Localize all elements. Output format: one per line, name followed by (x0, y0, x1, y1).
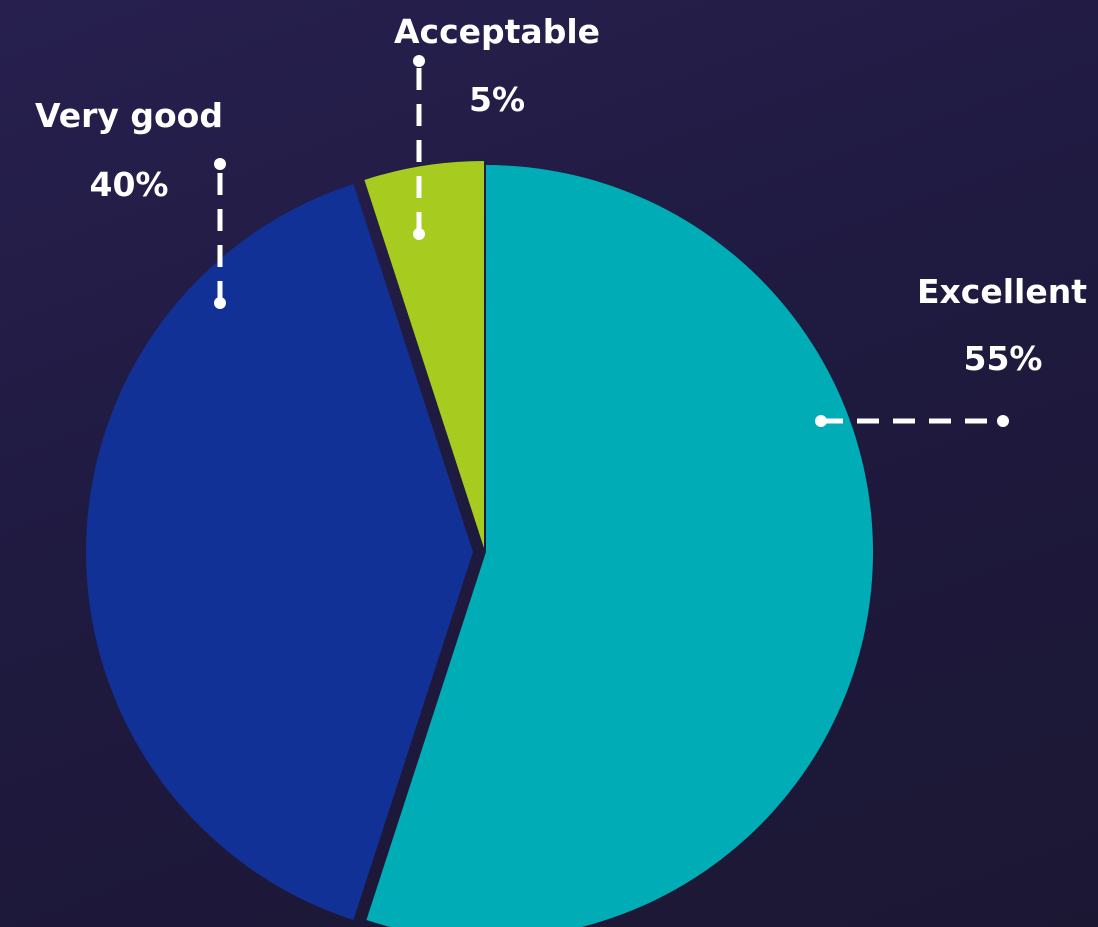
pie-slice-excellent (366, 165, 873, 927)
slice-label-excellent-value: 55% (964, 339, 1043, 378)
leader-dot-very-good-start (214, 297, 226, 309)
slice-label-acceptable-value: 5% (469, 80, 525, 119)
pie-slice-very-good (85, 183, 473, 921)
slice-labels: Excellent 55% Very good 40% Acceptable 5… (35, 12, 1087, 378)
slice-label-very-good-value: 40% (90, 165, 169, 204)
pie-slice-acceptable (364, 161, 484, 548)
leader-dot-very-good-end (214, 158, 226, 170)
leader-dot-excellent-end (997, 415, 1009, 427)
slice-label-acceptable-name: Acceptable (394, 12, 600, 51)
slice-label-excellent-name: Excellent (917, 272, 1087, 311)
pie-slices (85, 161, 873, 927)
leader-dot-acceptable-end (413, 55, 425, 67)
leader-dot-acceptable-start (413, 228, 425, 240)
slice-label-very-good-name: Very good (35, 96, 223, 135)
leader-dot-excellent-start (815, 415, 827, 427)
leader-lines (214, 55, 1009, 427)
